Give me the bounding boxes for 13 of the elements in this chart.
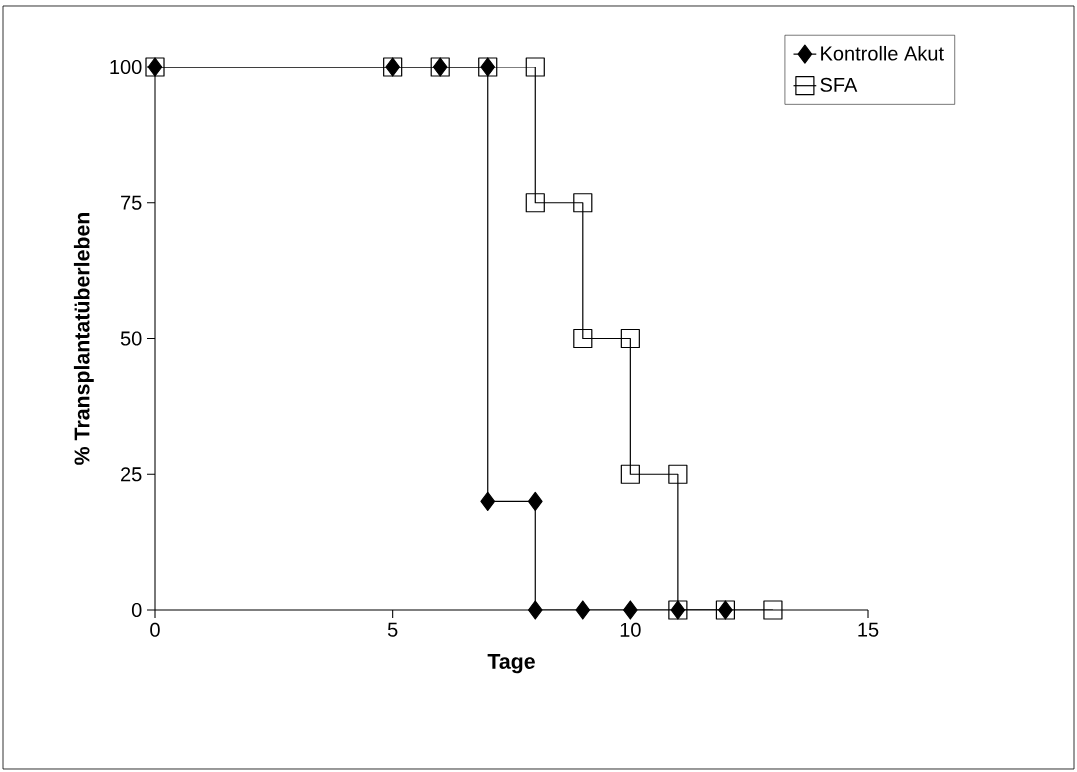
x-tick-label: 0 — [150, 622, 160, 637]
x-axis-title: Tage — [487, 654, 535, 674]
y-tick-label: 50 — [120, 331, 142, 346]
y-tick-label: 100 — [110, 59, 142, 75]
y-tick-label: 0 — [131, 602, 142, 618]
y-axis-title: % Transplantatüberleben — [73, 212, 94, 465]
legend-label: SFA — [820, 77, 858, 92]
y-tick-label: 25 — [121, 467, 142, 482]
x-tick-label: 10 — [620, 622, 641, 637]
legend-label: Kontrolle Akut — [821, 45, 944, 61]
x-tick-label: 5 — [387, 622, 398, 637]
x-tick-label: 15 — [858, 622, 879, 637]
y-tick-label: 75 — [121, 195, 142, 210]
